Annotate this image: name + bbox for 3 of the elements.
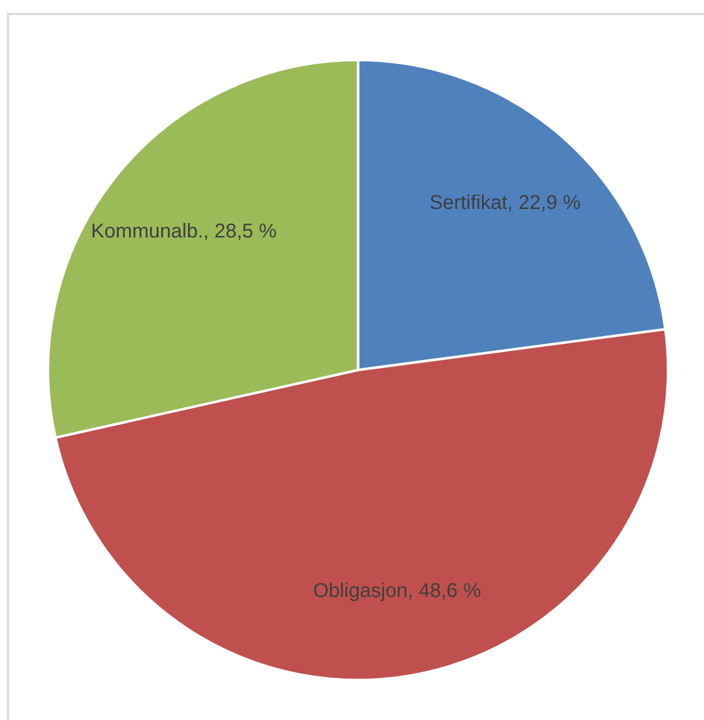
slice-label: Sertifikat, 22,9 %	[429, 192, 581, 214]
slice-label: Obligasjon, 48,6 %	[313, 580, 482, 602]
slice-label: Kommunalb., 28,5 %	[90, 220, 277, 242]
